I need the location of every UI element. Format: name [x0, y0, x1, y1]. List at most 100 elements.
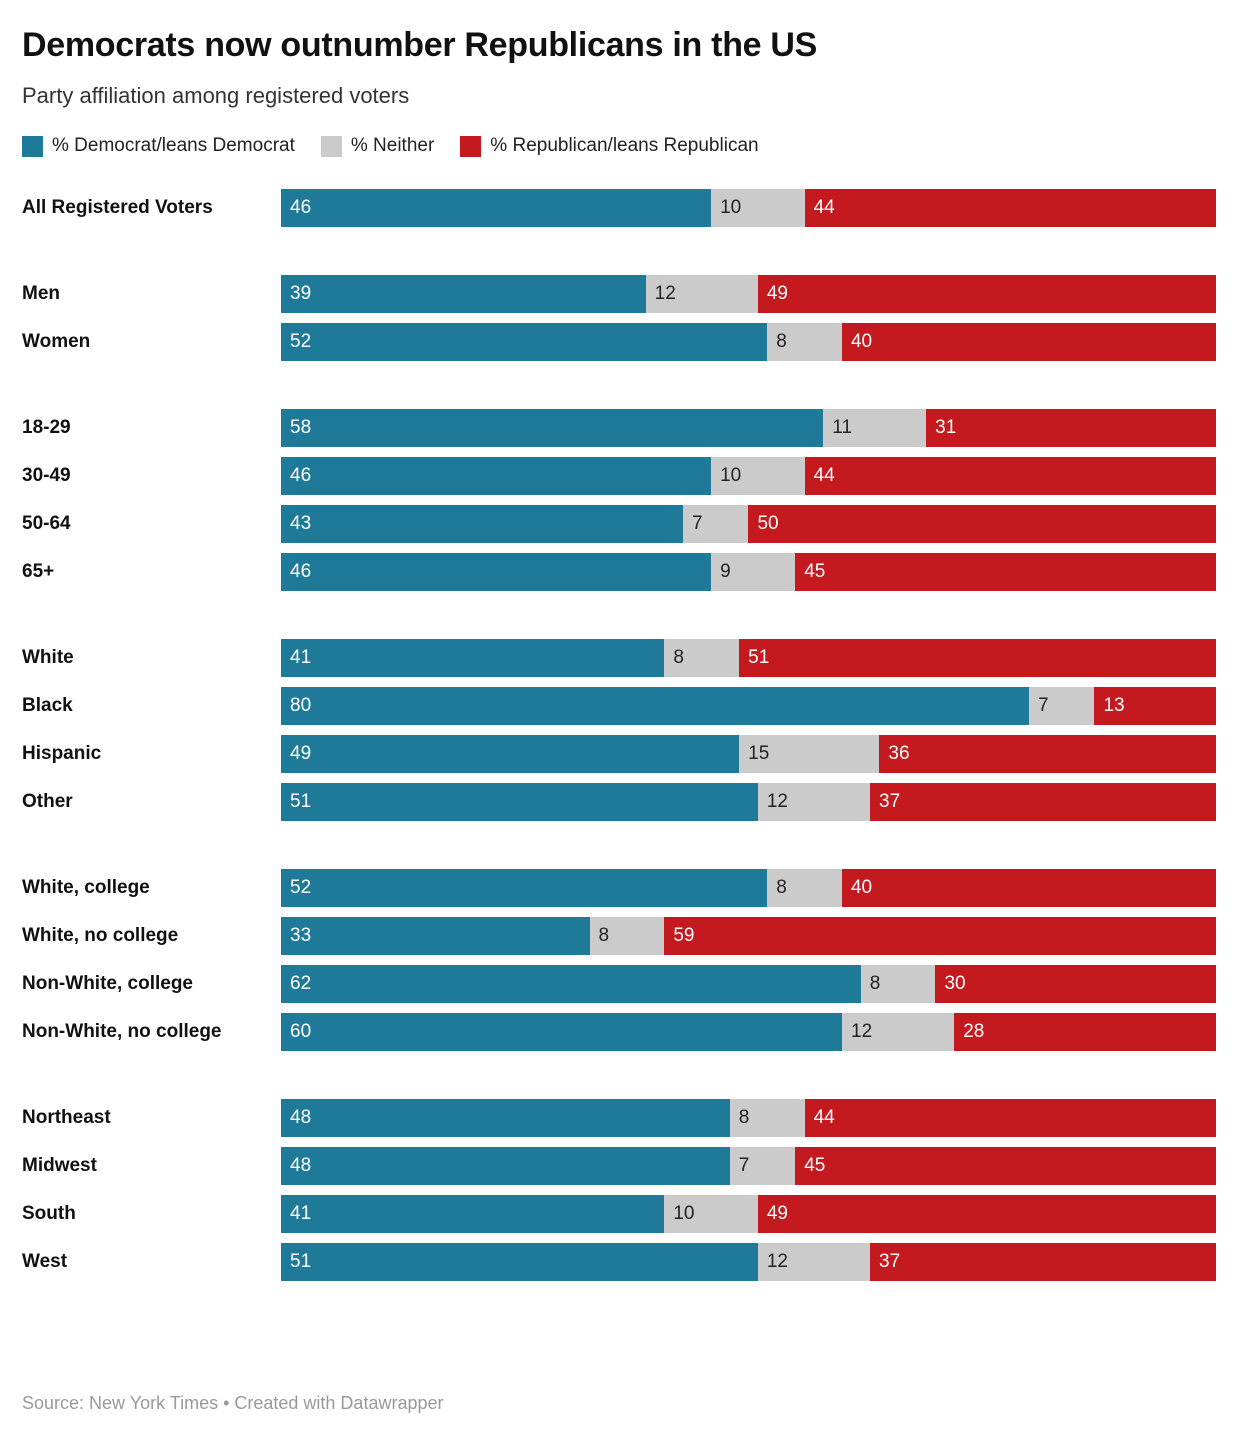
segment-value: 41 — [290, 1203, 312, 1224]
democrat-segment[interactable]: 41 — [281, 639, 665, 677]
neither-segment[interactable]: 8 — [767, 323, 842, 361]
segment-value: 7 — [692, 513, 703, 534]
democrat-segment[interactable]: 52 — [281, 323, 768, 361]
segment-value: 10 — [720, 197, 742, 218]
neither-segment[interactable]: 11 — [823, 409, 927, 447]
segment-value: 44 — [813, 1107, 835, 1128]
row-label: Women — [22, 331, 91, 352]
democrat-segment[interactable]: 58 — [281, 409, 824, 447]
segment-value: 45 — [804, 561, 826, 582]
neither-segment[interactable]: 7 — [1029, 687, 1095, 725]
neither-segment[interactable]: 10 — [711, 457, 805, 495]
row-label: White — [22, 647, 74, 668]
republican-segment[interactable]: 49 — [757, 1195, 1216, 1233]
republican-segment[interactable]: 49 — [757, 275, 1216, 313]
republican-segment[interactable]: 37 — [870, 783, 1216, 821]
democrat-segment[interactable]: 41 — [281, 1195, 665, 1233]
stacked-bar: 51 12 37 — [281, 783, 1216, 821]
democrat-segment[interactable]: 46 — [281, 553, 712, 591]
neither-segment[interactable]: 10 — [664, 1195, 758, 1233]
bar-group: White, college 52 8 40 White, no college 33 8 5… — [22, 869, 1216, 1051]
neither-segment[interactable]: 12 — [757, 783, 871, 821]
neither-segment[interactable]: 8 — [860, 965, 936, 1003]
row-label: 65+ — [22, 561, 55, 582]
segment-value: 80 — [290, 695, 312, 716]
neither-segment[interactable]: 9 — [711, 553, 796, 591]
democrat-segment[interactable]: 46 — [281, 457, 712, 495]
neither-segment[interactable]: 12 — [842, 1013, 955, 1051]
segment-value: 45 — [804, 1155, 826, 1176]
legend-item-neither: % Neither — [320, 135, 435, 157]
republican-segment[interactable]: 44 — [804, 189, 1216, 227]
page-subtitle: Party affiliation among registered voter… — [22, 83, 410, 108]
neither-segment[interactable]: 8 — [589, 917, 665, 955]
democrat-segment[interactable]: 52 — [281, 869, 768, 907]
bar-row: South 41 10 49 — [22, 1195, 1216, 1233]
democrat-segment[interactable]: 49 — [281, 735, 740, 773]
segment-value: 9 — [720, 561, 731, 582]
segment-value: 49 — [290, 743, 312, 764]
republican-segment[interactable]: 28 — [954, 1013, 1216, 1051]
neither-segment[interactable]: 7 — [683, 505, 749, 543]
stacked-bar-chart: All Registered Voters 46 10 44 Men 39 12 49 Wome… — [22, 189, 1216, 1281]
republican-segment[interactable]: 59 — [664, 917, 1216, 955]
republican-segment[interactable]: 40 — [841, 323, 1216, 361]
democrat-segment[interactable]: 62 — [281, 965, 861, 1003]
segment-value: 50 — [757, 513, 779, 534]
democrat-segment[interactable]: 33 — [281, 917, 590, 955]
democrat-segment[interactable]: 51 — [281, 1243, 758, 1281]
neither-segment[interactable]: 10 — [711, 189, 805, 227]
republican-segment[interactable]: 30 — [935, 965, 1216, 1003]
democrat-segment[interactable]: 80 — [281, 687, 1029, 725]
democrat-segment[interactable]: 48 — [281, 1099, 730, 1137]
republican-segment[interactable]: 37 — [870, 1243, 1216, 1281]
democrat-segment[interactable]: 39 — [281, 275, 646, 313]
republican-segment[interactable]: 31 — [926, 409, 1216, 447]
segment-value: 60 — [290, 1021, 312, 1042]
legend-label-neither: % Neither — [350, 135, 435, 156]
row-label: Midwest — [22, 1155, 97, 1176]
segment-value: 11 — [832, 417, 853, 438]
segment-value: 8 — [776, 331, 787, 352]
stacked-bar: 49 15 36 — [281, 735, 1216, 773]
republican-segment[interactable]: 51 — [739, 639, 1216, 677]
row-label: Hispanic — [22, 743, 102, 764]
segment-value: 31 — [935, 417, 957, 438]
stacked-bar: 41 10 49 — [281, 1195, 1216, 1233]
republican-segment[interactable]: 13 — [1094, 687, 1216, 725]
segment-value: 12 — [851, 1021, 873, 1042]
neither-segment[interactable]: 8 — [767, 869, 842, 907]
republican-segment[interactable]: 45 — [795, 1147, 1216, 1185]
stacked-bar: 33 8 59 — [281, 917, 1216, 955]
democrat-segment[interactable]: 46 — [281, 189, 712, 227]
row-label: 18-29 — [22, 417, 71, 438]
neither-segment[interactable]: 7 — [729, 1147, 796, 1185]
republican-segment[interactable]: 40 — [841, 869, 1216, 907]
democrat-segment[interactable]: 43 — [281, 505, 684, 543]
segment-value: 51 — [290, 791, 312, 812]
democrat-segment[interactable]: 60 — [281, 1013, 842, 1051]
republican-segment[interactable]: 36 — [879, 735, 1216, 773]
row-label: Northeast — [22, 1107, 111, 1128]
republican-segment[interactable]: 44 — [804, 457, 1216, 495]
segment-value: 51 — [748, 647, 770, 668]
republican-segment[interactable]: 45 — [795, 553, 1216, 591]
neither-segment[interactable]: 8 — [664, 639, 740, 677]
neither-swatch-icon — [320, 135, 342, 157]
segment-value: 15 — [748, 743, 770, 764]
segment-value: 36 — [888, 743, 910, 764]
democrat-segment[interactable]: 51 — [281, 783, 758, 821]
republican-segment[interactable]: 44 — [804, 1099, 1216, 1137]
segment-value: 8 — [673, 647, 684, 668]
democrat-segment[interactable]: 48 — [281, 1147, 730, 1185]
neither-segment[interactable]: 8 — [729, 1099, 805, 1137]
stacked-bar: 46 10 44 — [281, 189, 1216, 227]
republican-segment[interactable]: 50 — [748, 505, 1216, 543]
row-label: 30-49 — [22, 465, 71, 486]
segment-value: 44 — [813, 197, 835, 218]
row-label: Men — [22, 283, 60, 304]
neither-segment[interactable]: 12 — [757, 1243, 871, 1281]
neither-segment[interactable]: 12 — [645, 275, 758, 313]
segment-value: 39 — [290, 283, 312, 304]
neither-segment[interactable]: 15 — [739, 735, 880, 773]
